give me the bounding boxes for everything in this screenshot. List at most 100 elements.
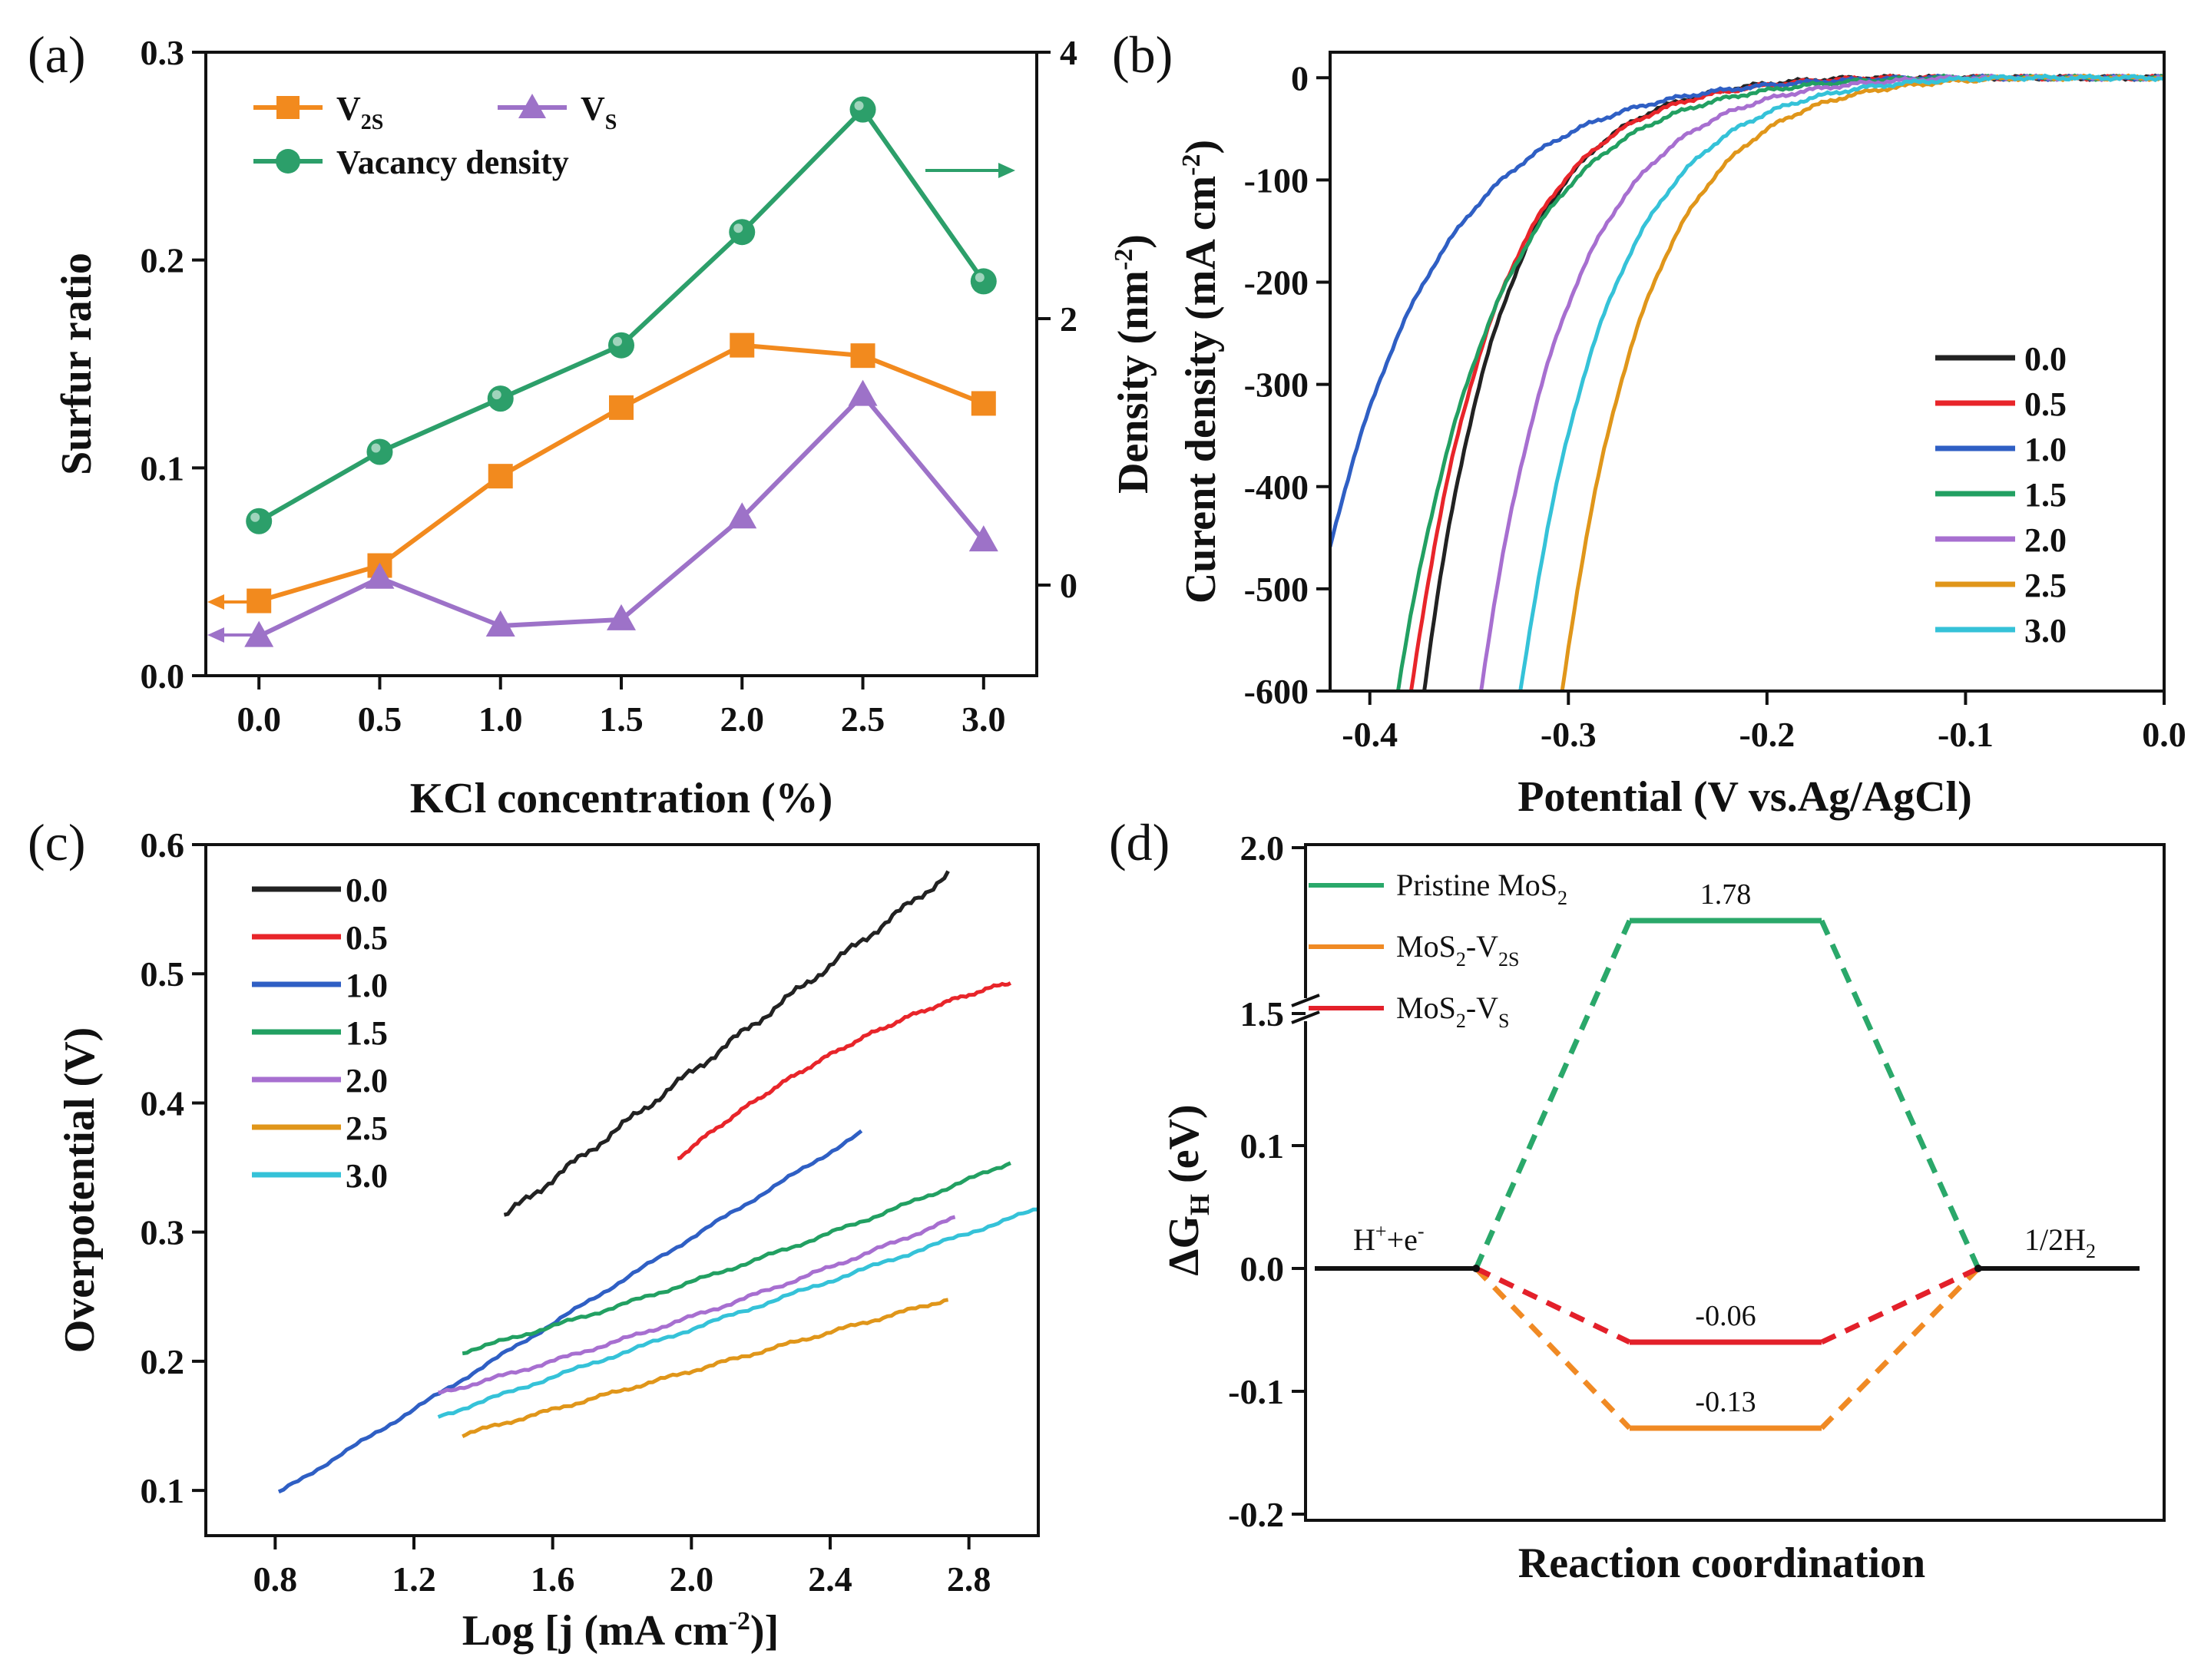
x-tick-label: 3.0	[961, 699, 1006, 739]
x-tick-label: -0.2	[1739, 715, 1795, 754]
y-tick-label: -100	[1244, 160, 1309, 200]
panel-d: (d) 1.52.00.10.0-0.1-0.2 1.78-0.13-0.06 …	[1109, 813, 2166, 1587]
marker-vacancy	[849, 96, 876, 123]
legend-label-1-0: 1.0	[2024, 431, 2067, 468]
legend-marker-vacancy	[276, 149, 300, 174]
y-tick-label: 0.1	[141, 448, 185, 488]
initial-state-node	[1472, 1265, 1480, 1272]
y-tick-label: 0.0	[141, 656, 185, 696]
series-line-vs	[257, 392, 986, 639]
x-tick-label: 1.2	[392, 1559, 436, 1599]
marker-vacancy	[608, 332, 634, 359]
marker-v2s	[971, 391, 996, 416]
connector-right-pristine-mos2	[1819, 919, 1981, 1270]
marker-vacancy	[729, 219, 756, 246]
marker-vs	[968, 525, 998, 552]
tafel-line-2-5	[462, 1298, 949, 1438]
panel-d-y-label: ΔGH (eV)	[1160, 1104, 1215, 1275]
y-tick-label: 0.0	[1240, 1249, 1285, 1288]
legend-label-2-5: 2.5	[346, 1110, 388, 1147]
legend-marker-v2s	[276, 96, 300, 119]
panel-c-series	[277, 870, 1038, 1494]
panel-c-x-label: Log [j (mA cm-2)]	[462, 1607, 779, 1655]
panel-b-x-label: Potential (V vs.Ag/AgCl)	[1517, 773, 1972, 821]
legend-marker-vs	[518, 94, 546, 118]
panel-label-c: (c)	[28, 813, 85, 871]
x-tick-label: 1.5	[599, 699, 644, 739]
y-tick-label: 0.1	[141, 1471, 185, 1510]
panel-c-frame	[204, 843, 1040, 1537]
x-tick-label: 2.5	[841, 699, 885, 739]
tafel-line-3-0	[437, 1207, 1038, 1419]
legend-label-3-0: 3.0	[2024, 612, 2067, 650]
panel-d-series: 1.78 -0.13 -0.06	[1315, 878, 2140, 1431]
marker-v2s	[730, 332, 755, 358]
x-tick-label: 0.8	[253, 1559, 298, 1599]
y-tick-label: 0.2	[141, 1342, 185, 1381]
panel-a-arrow-right-green-head	[998, 163, 1015, 178]
y-tick-label: 0.6	[141, 825, 185, 865]
value-label-pristine-mos2: 1.78	[1700, 878, 1752, 911]
marker-v2s	[488, 464, 513, 489]
final-state-node	[1974, 1265, 1982, 1272]
legend-label-vs: VS	[581, 90, 617, 134]
y-tick-label: 0.1	[1240, 1126, 1285, 1166]
marker-vacancy-highlight	[250, 512, 260, 522]
panel-a-arrow-left-purple-head	[207, 627, 224, 643]
y-tick-label: -400	[1244, 468, 1309, 507]
marker-vacancy-highlight	[371, 443, 381, 453]
marker-vacancy	[487, 385, 514, 412]
marker-vacancy-highlight	[733, 223, 743, 233]
y2-tick-label: 0	[1060, 566, 1077, 605]
panel-d-x-label: Reaction coordination	[1518, 1539, 1925, 1587]
panel-d-legend: Pristine MoS2 MoS2-V2S MoS2-VS	[1309, 868, 1567, 1032]
legend-label-mos2-v2s: MoS2-V2S	[1396, 929, 1520, 971]
panel-d-frame	[1304, 843, 2166, 1522]
connector-left-mos2-vs	[1474, 1265, 1631, 1345]
y2-tick-label: 4	[1060, 33, 1077, 72]
panel-a-x-ticks: 0.0 0.5 1.0 1.5 2.0 2.5 3.0	[237, 676, 1006, 739]
marker-vs	[244, 620, 274, 647]
connector-right-mos2-v2s	[1819, 1266, 1981, 1430]
marker-vs	[727, 502, 757, 529]
tafel-line-1-5	[462, 1161, 1011, 1356]
tafel-line-0-5	[677, 981, 1012, 1161]
panel-a: (a) 0.0 0.5 1.0 1.5 2.0 2.5 3.0 0.0 0.1 0.2 0.3 0…	[28, 25, 1157, 822]
panel-b-y-ticks: 0 -100 -200 -300 -400 -500 -600	[1244, 58, 1330, 711]
y-tick-label: -200	[1244, 263, 1309, 303]
panel-a-arrow-left-orange-head	[207, 594, 224, 610]
connector-right-mos2-vs	[1820, 1265, 1980, 1345]
connector-left-mos2-v2s	[1474, 1266, 1632, 1430]
panel-c-y-ticks: 0.1 0.2 0.3 0.4 0.5 0.6	[141, 825, 206, 1510]
legend-label-vacancy: Vacancy density	[336, 144, 569, 181]
x-tick-label: 1.6	[531, 1559, 575, 1599]
marker-v2s	[850, 343, 875, 369]
panel-d-y-ticks: 1.5 2.0 0.1 0.0 -0.1 -0.2	[1228, 828, 1306, 1534]
legend-label-2-0: 2.0	[346, 1062, 388, 1100]
legend-label-0-0: 0.0	[2024, 340, 2067, 378]
x-tick-label: 2.0	[670, 1559, 714, 1599]
legend-label-pristine: Pristine MoS2	[1396, 868, 1567, 909]
y-tick-label: 2.0	[1240, 828, 1285, 868]
y-tick-label: 0.3	[141, 1213, 185, 1252]
y-tick-label: 0.2	[141, 241, 185, 280]
marker-vacancy-highlight	[491, 390, 501, 400]
y-tick-label: -0.1	[1228, 1372, 1284, 1411]
legend-label-3-0: 3.0	[346, 1157, 388, 1195]
connector-left-pristine-mos2	[1473, 919, 1633, 1270]
marker-vs	[607, 604, 636, 630]
panel-c-x-ticks: 0.8 1.2 1.6 2.0 2.4 2.8	[253, 1536, 991, 1599]
y2-tick-label: 2	[1060, 299, 1077, 339]
y-tick-label: 0.5	[141, 954, 185, 994]
panel-a-y2-label: Density (nm-2)	[1110, 234, 1157, 494]
tafel-line-0-0	[503, 870, 950, 1217]
marker-vs	[365, 562, 395, 589]
panel-label-b: (b)	[1112, 25, 1173, 84]
legend-label-v2s: V2S	[336, 90, 383, 134]
legend-label-1-5: 1.5	[346, 1014, 388, 1052]
marker-vs	[848, 379, 878, 406]
lsv-curve-3-0	[1517, 73, 2164, 691]
x-tick-label: 1.0	[478, 699, 523, 739]
legend-label-0-5: 0.5	[346, 919, 388, 957]
